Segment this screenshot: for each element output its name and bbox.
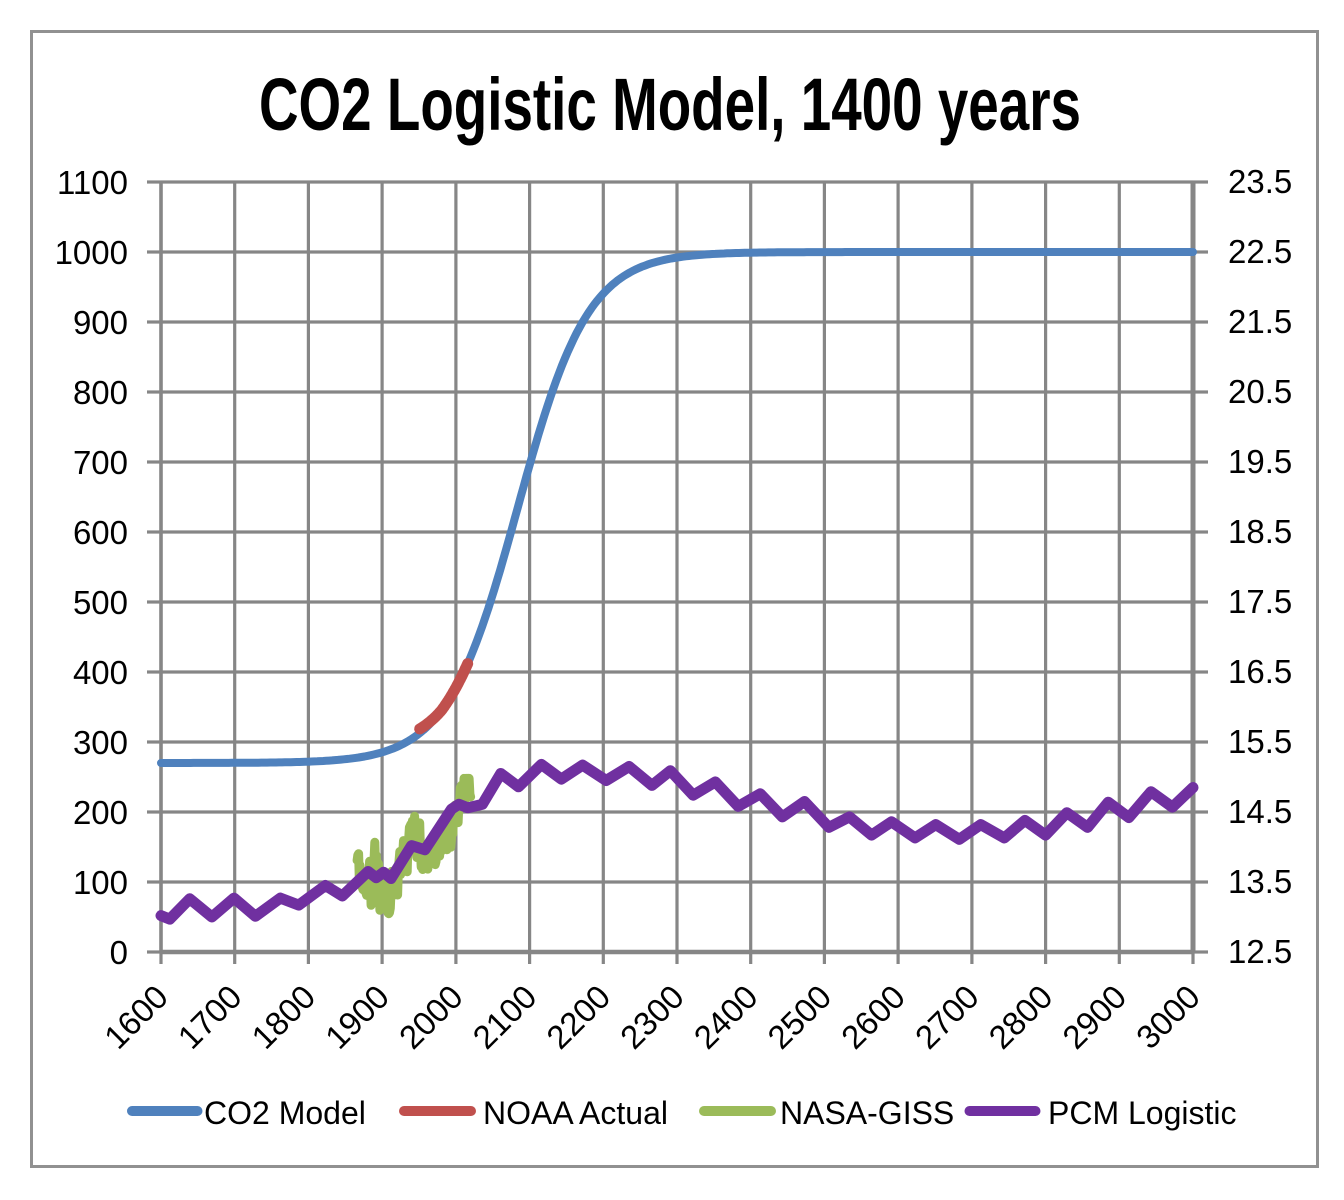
svg-text:1000: 1000 (55, 234, 128, 271)
svg-text:15.5: 15.5 (1228, 723, 1292, 760)
svg-text:0: 0 (110, 934, 128, 971)
svg-text:21.5: 21.5 (1228, 303, 1292, 340)
svg-text:18.5: 18.5 (1228, 513, 1292, 550)
svg-text:1100: 1100 (57, 164, 128, 201)
svg-text:20.5: 20.5 (1228, 373, 1292, 410)
svg-text:CO2 Model: CO2 Model (204, 1095, 366, 1131)
svg-text:19.5: 19.5 (1228, 443, 1292, 480)
svg-text:14.5: 14.5 (1228, 793, 1292, 830)
svg-text:CO2 Logistic Model, 1400 years: CO2 Logistic Model, 1400 years (259, 63, 1081, 146)
svg-text:13.5: 13.5 (1228, 863, 1292, 900)
svg-text:17.5: 17.5 (1228, 583, 1292, 620)
svg-text:400: 400 (73, 654, 128, 691)
svg-text:23.5: 23.5 (1228, 163, 1292, 200)
svg-text:300: 300 (73, 724, 128, 761)
svg-text:PCM Logistic: PCM Logistic (1048, 1095, 1237, 1131)
svg-text:100: 100 (73, 864, 128, 901)
svg-text:600: 600 (73, 514, 128, 551)
svg-text:12.5: 12.5 (1228, 933, 1292, 970)
svg-text:NOAA Actual: NOAA Actual (483, 1095, 668, 1131)
svg-text:NASA-GISS: NASA-GISS (780, 1095, 954, 1131)
svg-text:200: 200 (73, 794, 128, 831)
svg-text:700: 700 (73, 444, 128, 481)
svg-text:800: 800 (73, 374, 128, 411)
svg-text:500: 500 (73, 584, 128, 621)
svg-text:22.5: 22.5 (1228, 233, 1292, 270)
svg-text:16.5: 16.5 (1228, 653, 1292, 690)
svg-text:900: 900 (73, 304, 128, 341)
